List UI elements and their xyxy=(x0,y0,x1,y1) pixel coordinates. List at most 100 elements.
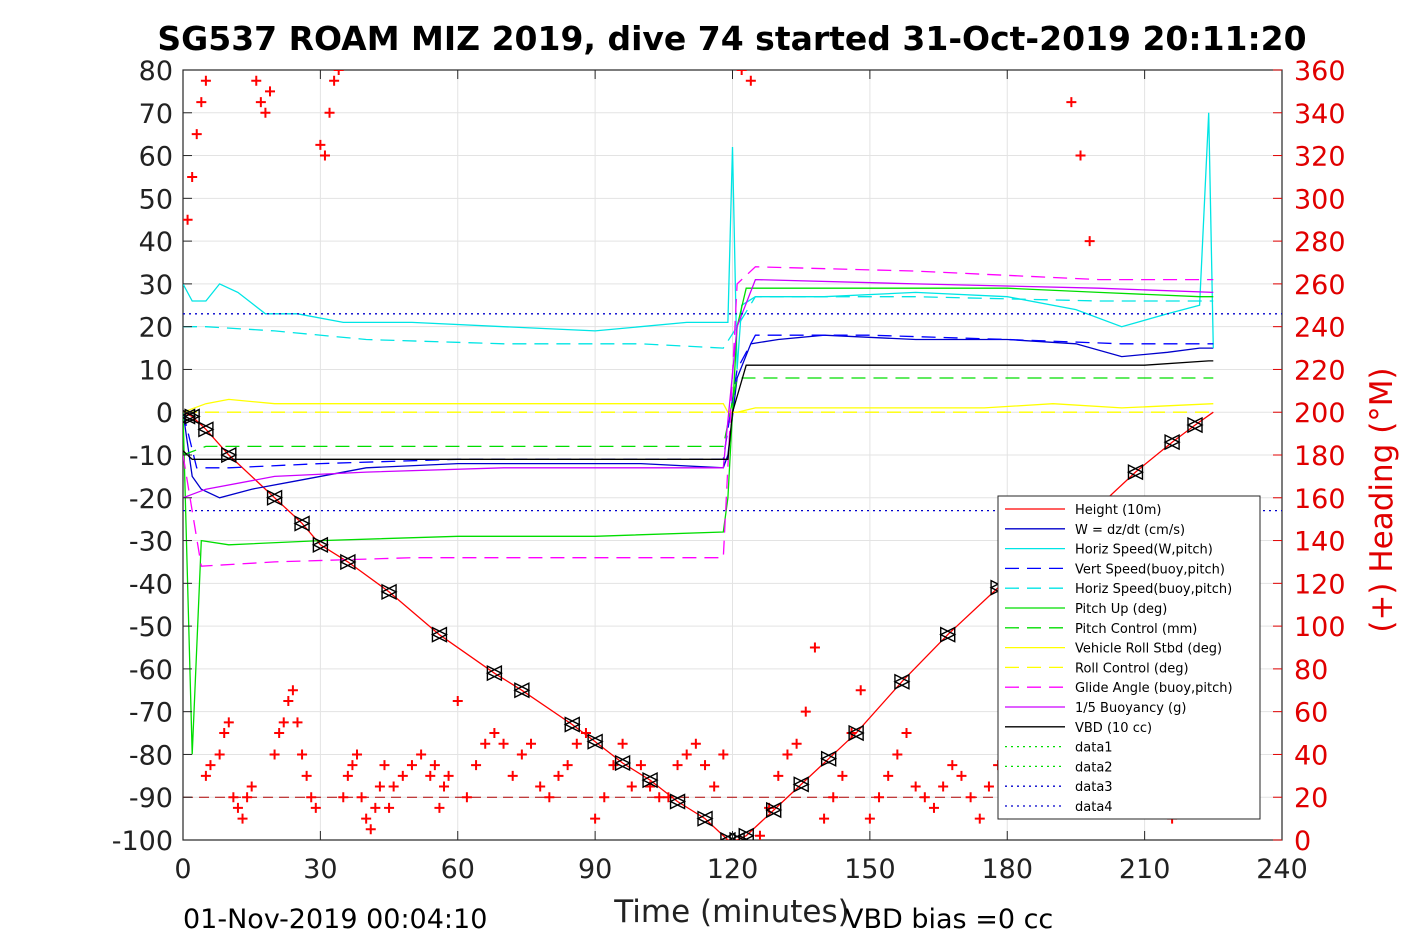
heading-point xyxy=(255,97,266,108)
legend-label: data2 xyxy=(1075,760,1113,775)
heading-point xyxy=(384,802,395,813)
heading-point xyxy=(283,695,294,706)
heading-point xyxy=(439,781,450,792)
heading-point xyxy=(626,781,637,792)
footer-vbd-bias: VBD bias =0 cc xyxy=(845,904,1053,935)
heading-point xyxy=(292,717,303,728)
heading-point xyxy=(187,171,198,182)
heading-point xyxy=(901,728,912,739)
heading-point xyxy=(874,792,885,803)
y-tick-label-left: -100 xyxy=(112,826,173,857)
heading-point xyxy=(406,760,417,771)
y-tick-label-left: -50 xyxy=(129,612,173,643)
heading-point xyxy=(319,150,330,161)
heading-point xyxy=(397,770,408,781)
legend-label: data1 xyxy=(1075,741,1113,756)
heading-point xyxy=(315,139,326,150)
x-tick-label: 120 xyxy=(707,854,759,885)
heading-point xyxy=(791,738,802,749)
dive-marker xyxy=(614,754,632,772)
heading-point xyxy=(379,760,390,771)
dive-marker xyxy=(266,489,284,506)
heading-point xyxy=(228,792,239,803)
heading-point xyxy=(219,728,230,739)
heading-point xyxy=(700,760,711,771)
heading-point xyxy=(265,86,276,97)
heading-point xyxy=(828,792,839,803)
heading-point xyxy=(425,770,436,781)
heading-point xyxy=(864,813,875,824)
heading-point xyxy=(782,749,793,760)
series-line-6 xyxy=(183,377,1214,456)
heading-point xyxy=(938,781,949,792)
heading-point xyxy=(223,717,234,728)
heading-point xyxy=(800,706,811,717)
legend-label: data4 xyxy=(1075,800,1113,815)
dive-marker xyxy=(293,515,311,532)
series-line-7 xyxy=(183,398,1214,413)
x-tick-label: 150 xyxy=(844,854,896,885)
heading-point xyxy=(535,781,546,792)
legend-label: data3 xyxy=(1075,780,1113,795)
legend-label: Roll Control (deg) xyxy=(1075,661,1189,676)
heading-point xyxy=(269,749,280,760)
dive-marker xyxy=(1126,463,1145,481)
series-line-10 xyxy=(183,278,1214,499)
y-tick-label-right: 40 xyxy=(1294,740,1328,771)
heading-point xyxy=(480,738,491,749)
legend-label: 1/5 Buoyancy (g) xyxy=(1075,701,1186,716)
heading-point xyxy=(654,792,665,803)
dive-marker xyxy=(183,408,201,425)
heading-point xyxy=(196,97,207,108)
y-tick-label-right: 160 xyxy=(1294,484,1346,515)
x-axis-label: Time (minutes) xyxy=(613,894,849,930)
heading-point xyxy=(429,760,440,771)
y-tick-label-left: -70 xyxy=(129,698,173,729)
heading-point xyxy=(301,770,312,781)
heading-point xyxy=(434,802,445,813)
heading-point xyxy=(590,813,601,824)
legend-label: VBD (10 cc) xyxy=(1075,721,1152,736)
heading-point xyxy=(1084,236,1095,247)
dive-marker xyxy=(820,750,838,767)
y-tick-label-right: 120 xyxy=(1294,569,1346,600)
x-tick-label: 210 xyxy=(1119,854,1171,885)
y-tick-label-left: 70 xyxy=(139,99,173,130)
heading-point xyxy=(965,792,976,803)
dive-marker xyxy=(737,827,755,840)
legend-label: Glide Angle (buoy,pitch) xyxy=(1075,681,1233,696)
heading-point xyxy=(342,770,353,781)
heading-point xyxy=(200,770,211,781)
y-tick-label-right: 20 xyxy=(1294,783,1328,814)
y-tick-label-right: 280 xyxy=(1294,227,1346,258)
y-axis-label-right: (+) Heading (°M) xyxy=(1364,367,1400,632)
y-tick-label-right: 0 xyxy=(1294,826,1311,857)
y-tick-label-left: -10 xyxy=(129,441,173,472)
legend-label: Vert Speed(buoy,pitch) xyxy=(1075,562,1225,577)
heading-point xyxy=(205,760,216,771)
heading-point xyxy=(374,781,385,792)
heading-point xyxy=(452,695,463,706)
legend-label: Horiz Speed(W,pitch) xyxy=(1075,543,1213,558)
chart-title: SG537 ROAM MIZ 2019, dive 74 started 31-… xyxy=(157,19,1306,58)
heading-point xyxy=(471,760,482,771)
y-tick-label-right: 240 xyxy=(1294,313,1346,344)
footer-timestamp: 01-Nov-2019 00:04:10 xyxy=(183,904,487,935)
dive-marker xyxy=(220,446,238,464)
dive-marker xyxy=(641,771,659,789)
heading-point xyxy=(278,717,289,728)
series-line-2 xyxy=(183,112,1214,370)
heading-point xyxy=(356,792,367,803)
y-tick-label-right: 180 xyxy=(1294,441,1346,472)
dive-marker xyxy=(380,583,398,601)
y-tick-label-left: 30 xyxy=(139,270,173,301)
dive-marker xyxy=(792,776,810,793)
dive-marker xyxy=(939,626,957,643)
heading-point xyxy=(718,749,729,760)
heading-point xyxy=(461,792,472,803)
y-tick-label-left: -40 xyxy=(129,569,173,600)
heading-point xyxy=(544,792,555,803)
heading-point xyxy=(1066,97,1077,108)
plot-layer xyxy=(183,70,1282,840)
y-tick-label-left: 50 xyxy=(139,184,173,215)
